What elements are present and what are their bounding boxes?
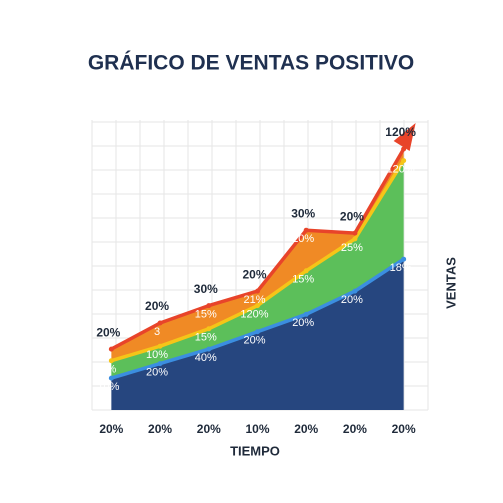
point <box>352 230 358 236</box>
top-label: 20% <box>145 299 169 313</box>
data-label: 18% <box>390 262 412 274</box>
x-tick-label: 10% <box>245 422 269 436</box>
top-label: 20% <box>242 267 266 281</box>
point <box>303 227 309 233</box>
data-label: 15% <box>195 309 217 321</box>
point <box>401 158 407 164</box>
x-tick-label: 20% <box>343 422 367 436</box>
data-label: 10% <box>97 381 119 393</box>
area <box>111 259 404 410</box>
point <box>206 303 212 309</box>
top-label: 20% <box>96 325 120 339</box>
point <box>157 361 163 367</box>
x-tick-label: 20% <box>197 422 221 436</box>
top-label: 20% <box>340 209 364 223</box>
area <box>111 160 404 379</box>
point <box>352 236 358 242</box>
point <box>255 303 260 309</box>
x-tick-label: 20% <box>99 422 123 436</box>
x-tick-label: 20% <box>294 422 318 436</box>
y-axis-label: VENTAS <box>443 257 458 309</box>
data-label: 40% <box>195 352 217 364</box>
point <box>255 329 260 335</box>
point <box>108 375 114 381</box>
point <box>303 268 309 274</box>
data-label: 15% <box>195 332 217 344</box>
point <box>108 346 114 352</box>
data-label: 10% <box>146 349 168 361</box>
point <box>157 343 163 349</box>
plot-area: 10% 20% 40% 20% 20% 20% 18% 2% 10% 15% 120% 15% 25% 1… <box>97 123 416 410</box>
area <box>111 149 404 361</box>
point <box>352 288 358 294</box>
data-label: 2% <box>100 364 116 376</box>
data-label: 20% <box>292 317 314 329</box>
point <box>255 288 260 294</box>
data-label: 20% <box>341 294 363 306</box>
point <box>401 256 407 262</box>
point <box>303 311 309 317</box>
data-label: 120% <box>240 309 268 321</box>
point <box>157 320 163 326</box>
chart-title: GRÁFICO DE VENTAS POSITIVO <box>88 52 414 75</box>
data-label: 20% <box>292 233 314 245</box>
top-label: 120% <box>385 125 416 139</box>
data-label: 20% <box>243 335 265 347</box>
top-label: 30% <box>291 206 315 220</box>
x-tick-label: 20% <box>392 422 416 436</box>
data-label: 3 <box>154 326 160 338</box>
point <box>108 358 114 364</box>
data-label: 25% <box>341 242 363 254</box>
data-label: 21% <box>243 294 265 306</box>
x-axis-label: TIEMPO <box>230 443 280 458</box>
data-label: 120% <box>387 164 415 176</box>
point <box>206 326 212 332</box>
x-tick-label: 20% <box>148 422 172 436</box>
point <box>206 346 212 352</box>
arrow-head <box>393 123 416 151</box>
data-label: 15% <box>292 274 314 286</box>
data-label: 20% <box>146 367 168 379</box>
top-label: 30% <box>194 282 218 296</box>
